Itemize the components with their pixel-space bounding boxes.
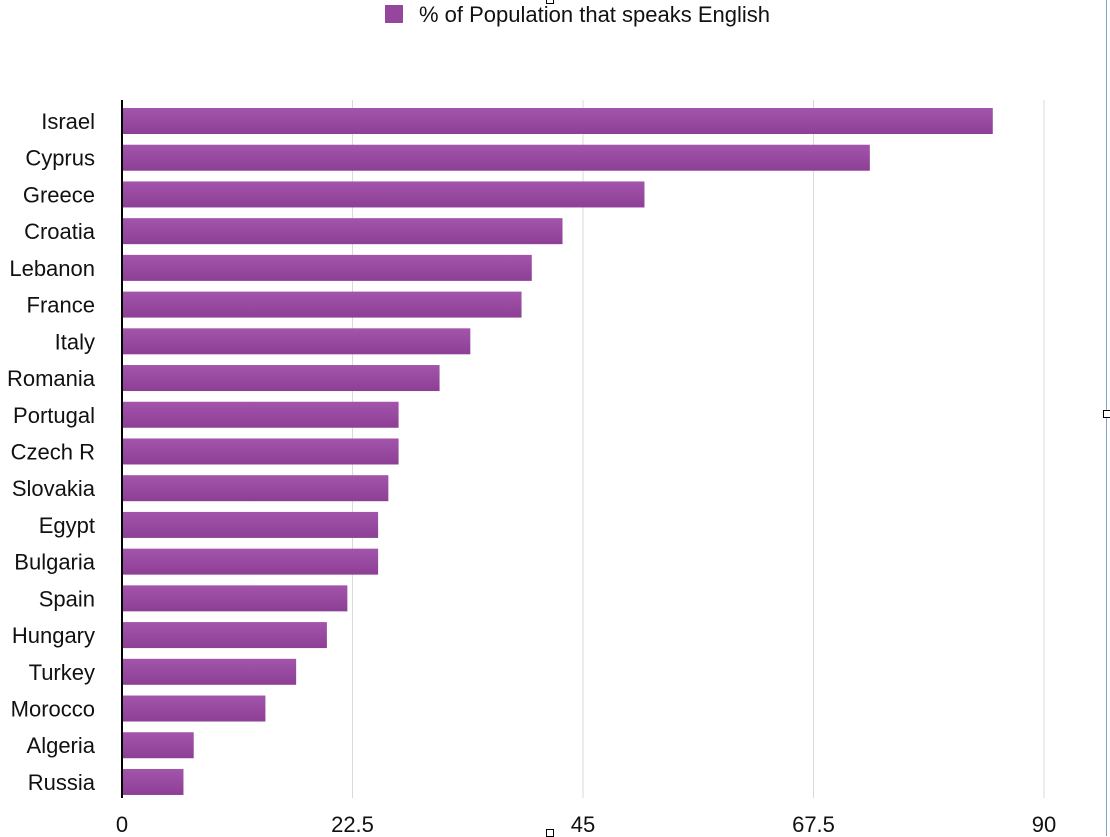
legend-swatch (385, 5, 403, 23)
category-label: Portugal (13, 403, 95, 428)
bar (122, 732, 194, 759)
legend: % of Population that speaks English (385, 2, 770, 27)
bars (122, 108, 993, 795)
bar (122, 695, 266, 722)
category-label: Greece (23, 182, 95, 207)
category-label: Czech R (11, 439, 95, 464)
bar (122, 218, 563, 245)
category-label: Russia (28, 770, 96, 795)
x-tick-labels: 0 22.5 45 67.5 90 (116, 812, 1056, 836)
category-label: Italy (55, 329, 95, 354)
x-tick-label: 0 (116, 812, 128, 836)
bar (122, 658, 297, 685)
bar (122, 438, 399, 465)
bar (122, 181, 645, 208)
bar (122, 401, 399, 428)
category-label: Croatia (24, 219, 96, 244)
x-tick-label: 90 (1032, 812, 1056, 836)
bar (122, 144, 870, 171)
bar (122, 254, 532, 281)
x-tick-label: 22.5 (331, 812, 374, 836)
category-labels: Israel Cyprus Greece Croatia Lebanon France It… (7, 109, 96, 795)
category-label: Morocco (11, 697, 95, 722)
x-tick-label: 67.5 (792, 812, 835, 836)
category-label: Hungary (12, 623, 95, 648)
frame-border (1106, 0, 1110, 836)
bar (122, 585, 348, 612)
category-label: Egypt (39, 513, 95, 538)
x-tick-label: 45 (571, 812, 595, 836)
category-label: Israel (41, 109, 95, 134)
bar (122, 548, 379, 575)
category-label: Slovakia (12, 476, 96, 501)
category-label: Bulgaria (14, 550, 95, 575)
bar (122, 768, 184, 795)
bar (122, 328, 471, 355)
category-label: Algeria (27, 733, 96, 758)
bar (122, 622, 327, 649)
category-label: France (27, 293, 95, 318)
category-label: Romania (7, 366, 96, 391)
category-label: Cyprus (25, 146, 95, 171)
bar (122, 291, 522, 318)
bar (122, 475, 389, 502)
resize-handle-top[interactable] (546, 0, 554, 4)
category-label: Turkey (29, 660, 95, 685)
legend-label: % of Population that speaks English (419, 2, 770, 27)
bar (122, 511, 379, 538)
category-label: Spain (39, 586, 95, 611)
bar (122, 365, 440, 392)
bar (122, 108, 993, 134)
resize-handle-right[interactable] (1103, 410, 1110, 418)
category-label: Lebanon (9, 256, 95, 281)
